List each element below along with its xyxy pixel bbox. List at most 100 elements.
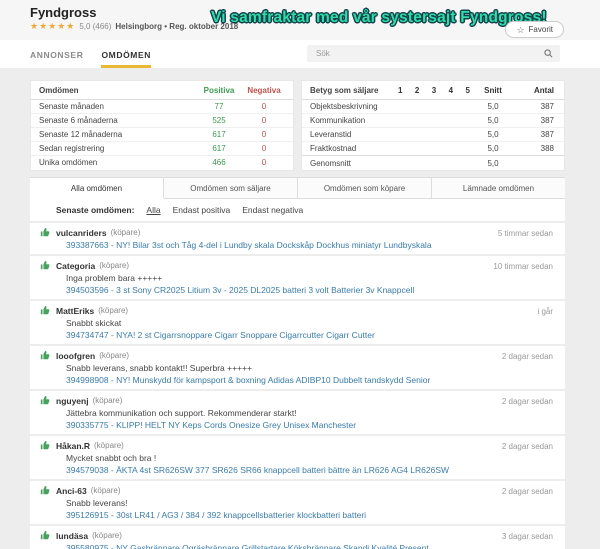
rating-antal-value: 387 bbox=[540, 130, 554, 139]
nav-tab-omdömen[interactable]: OMDÖMEN bbox=[101, 50, 151, 68]
search-input[interactable] bbox=[314, 48, 544, 59]
favorite-button[interactable]: ☆ Favorit bbox=[505, 21, 564, 38]
stats-label: Senaste månaden bbox=[39, 102, 104, 111]
stats-section: Omdömen Positiva Negativa Senaste månade… bbox=[30, 80, 565, 171]
rating-label: Objektsbeskrivning bbox=[310, 102, 378, 111]
filter-option[interactable]: Endast negativa bbox=[242, 205, 304, 215]
review-username[interactable]: looofgren bbox=[56, 350, 96, 361]
review-item-link[interactable]: 394579038 - ÄKTA 4st SR626SW 377 SR626 S… bbox=[66, 465, 450, 475]
review-list: vulcanriders (köpare) 5 timmar sedan 393387… bbox=[30, 223, 565, 549]
review-username[interactable]: vulcanriders bbox=[56, 227, 107, 238]
review-timestamp: 2 dagar sedan bbox=[501, 397, 553, 406]
review-header: lundäsa (köpare) bbox=[40, 530, 553, 541]
feedback-tab[interactable]: Omdömen som säljare bbox=[164, 178, 298, 199]
scale-number: 1 bbox=[398, 85, 403, 95]
review-timestamp: 2 dagar sedan bbox=[501, 352, 553, 361]
review-username[interactable]: Anci-63 bbox=[56, 485, 87, 496]
stats-row: Senaste 12 månaderna 617 0 bbox=[31, 128, 293, 142]
review-timestamp: 3 dagar sedan bbox=[501, 532, 553, 541]
main-content: Omdömen Positiva Negativa Senaste månade… bbox=[30, 80, 565, 549]
stats-row: Sedan registrering 617 0 bbox=[31, 142, 293, 156]
profile-navbar: ANNONSER OMDÖMEN bbox=[0, 40, 600, 68]
feedback-tab[interactable]: Omdömen som köpare bbox=[298, 178, 432, 199]
rating-label: Leveranstid bbox=[310, 130, 352, 139]
star-rating-icon: ★★★★★ bbox=[30, 21, 76, 31]
review-card: vulcanriders (köpare) 5 timmar sedan 393387… bbox=[30, 223, 565, 254]
stats-negative-value: 0 bbox=[261, 102, 267, 111]
seller-rating-header: Betyg som säljare 1 2 3 4 5 Snitt Antal bbox=[302, 81, 564, 100]
review-item-link[interactable]: 393387663 - NY! Bilar 3st och Tåg 4-del … bbox=[66, 240, 432, 250]
star-outline-icon: ☆ bbox=[516, 24, 525, 35]
review-header: looofgren (köpare) bbox=[40, 350, 553, 361]
review-card: Categoria (köpare) 10 timmar sedan Inga pro… bbox=[30, 256, 565, 299]
rating-antal-value: 388 bbox=[540, 144, 554, 153]
review-role: (köpare) bbox=[92, 396, 123, 405]
review-timestamp: 2 dagar sedan bbox=[501, 487, 553, 496]
rating-snitt-value: 5,0 bbox=[487, 144, 499, 153]
average-value: 5,0 bbox=[487, 158, 499, 168]
feedback-tab[interactable]: Lämnade omdömen bbox=[432, 178, 565, 199]
rating-bar bbox=[394, 104, 474, 109]
rating-snitt-value: 5,0 bbox=[487, 130, 499, 139]
review-timestamp: 2 dagar sedan bbox=[501, 442, 553, 451]
review-card: looofgren (köpare) 2 dagar sedan Snabb leve… bbox=[30, 346, 565, 389]
review-role: (köpare) bbox=[98, 306, 129, 315]
stats-row: Senaste månaden 77 0 bbox=[31, 100, 293, 114]
review-username[interactable]: MattEriks bbox=[56, 305, 95, 316]
scale-number: 5 bbox=[465, 85, 470, 95]
rating-antal-value: 387 bbox=[540, 116, 554, 125]
col-omdomen: Omdömen bbox=[39, 85, 79, 95]
rating-bar-track bbox=[394, 132, 474, 137]
review-header: Categoria (köpare) bbox=[40, 260, 553, 271]
review-item-link[interactable]: 395126915 - 30st LR41 / AG3 / 384 / 392 … bbox=[66, 510, 367, 520]
filter-option[interactable]: Alla bbox=[146, 205, 161, 215]
nav-tabs: ANNONSER OMDÖMEN bbox=[30, 50, 151, 68]
nav-tab-annonser[interactable]: ANNONSER bbox=[30, 50, 84, 60]
rating-line: ★★★★★ 5,0 (466) Helsingborg • Reg. oktob… bbox=[30, 21, 600, 32]
stats-positive-value: 466 bbox=[212, 158, 226, 167]
stats-negative-value: 0 bbox=[261, 158, 267, 167]
col-positiva: Positiva bbox=[203, 85, 235, 95]
seller-rating-table: Betyg som säljare 1 2 3 4 5 Snitt Antal Obje… bbox=[301, 80, 565, 171]
stats-label: Senaste 12 månaderna bbox=[39, 130, 123, 139]
review-comment: Snabb leverans! bbox=[66, 498, 128, 508]
review-username[interactable]: nguyenj bbox=[56, 395, 89, 406]
review-item-link[interactable]: 394734747 - NYA! 2 st Cigarrsnoppare Cig… bbox=[66, 330, 375, 340]
average-label: Genomsnitt bbox=[310, 158, 351, 168]
review-item-link[interactable]: 395580975 - NY Gasbrännare Ogräsbrännare… bbox=[66, 543, 429, 549]
filter-option[interactable]: Endast positiva bbox=[172, 205, 231, 215]
review-comment: Jättebra kommunikation och support. Reko… bbox=[66, 408, 297, 418]
rating-value: 5,0 (466) bbox=[79, 22, 111, 31]
feedback-stats-header: Omdömen Positiva Negativa bbox=[31, 81, 293, 100]
review-item-link[interactable]: 390335775 - KLIPP! HELT NY Keps Cords On… bbox=[66, 420, 357, 430]
rating-bar bbox=[394, 146, 474, 151]
rating-bar bbox=[394, 132, 474, 137]
rating-row: Leveranstid 5,0 387 bbox=[302, 128, 564, 142]
stats-label: Sedan registrering bbox=[39, 144, 105, 153]
review-username[interactable]: lundäsa bbox=[56, 530, 89, 541]
review-card: Håkan.R (köpare) 2 dagar sedan Mycket snabb… bbox=[30, 436, 565, 479]
review-header: vulcanriders (köpare) bbox=[40, 227, 553, 238]
scale-number: 2 bbox=[414, 85, 420, 95]
review-role: (köpare) bbox=[94, 441, 124, 450]
review-item-link[interactable]: 394998908 - NY! Munskydd för kampsport &… bbox=[66, 375, 431, 385]
stats-row: Unika omdömen 466 0 bbox=[31, 156, 293, 169]
review-role: (köpare) bbox=[92, 531, 122, 540]
col-betyg: Betyg som säljare bbox=[310, 85, 379, 95]
stats-negative-value: 0 bbox=[261, 116, 267, 125]
review-role: (köpare) bbox=[99, 261, 130, 270]
feedback-tab[interactable]: Alla omdömen bbox=[30, 178, 164, 199]
review-item-link[interactable]: 394503596 - 3 st Sony CR2025 Litium 3v -… bbox=[66, 285, 415, 295]
review-comment: Inga problem bara +++++ bbox=[66, 273, 163, 283]
thumb-up-icon bbox=[40, 531, 50, 540]
stats-negative-value: 0 bbox=[261, 144, 267, 153]
review-username[interactable]: Categoria bbox=[56, 260, 96, 271]
col-antal: Antal bbox=[534, 85, 554, 95]
review-role: (köpare) bbox=[99, 351, 129, 360]
rating-row: Kommunikation 5,0 387 bbox=[302, 114, 564, 128]
scale-number: 4 bbox=[448, 85, 454, 95]
review-username[interactable]: Håkan.R bbox=[56, 440, 91, 451]
review-comment: Snabbt skickat bbox=[66, 318, 122, 328]
search-box[interactable] bbox=[307, 45, 560, 62]
